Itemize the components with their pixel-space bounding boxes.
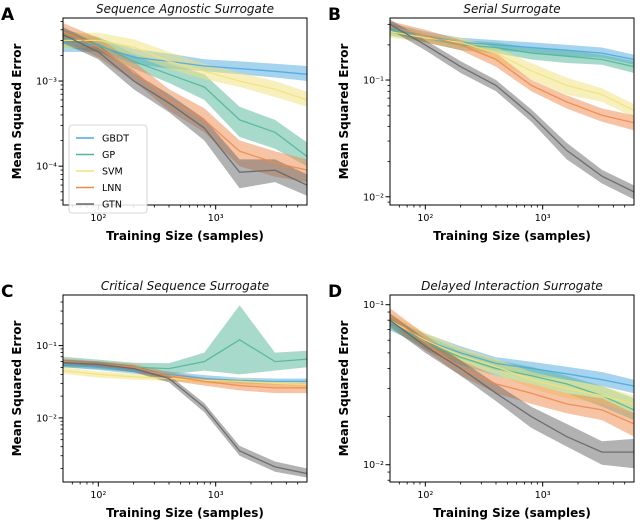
axes-frame (62, 17, 308, 206)
legend-label-gp: GP (102, 150, 115, 161)
panel-letter: D (328, 282, 342, 302)
legend-label-lnn: LNN (102, 183, 122, 194)
panel-title: Serial Surrogate (463, 2, 560, 16)
line-gp (63, 37, 307, 158)
x-tick-label: 10³ (208, 213, 224, 224)
panel-b: 10² 10³ 10⁻¹ 10⁻² Serial Surrogate Training S… (328, 2, 635, 243)
panel-letter: A (1, 5, 15, 25)
panel-a: 10² 10³ 10⁻³ 10⁻⁴ Sequence Agnostic Surrogat… (1, 2, 308, 243)
x-axis-label: Training Size (samples) (106, 229, 264, 243)
legend-box (68, 124, 148, 214)
band-gp (390, 24, 634, 73)
band-svm (390, 26, 634, 118)
panel-letter: C (1, 282, 13, 302)
y-tick-label: 10⁻⁴ (36, 162, 57, 173)
line-svm (390, 30, 634, 111)
line-gtn (63, 362, 307, 475)
y-axis-label: Mean Squared Error (337, 44, 351, 180)
y-axis-label: Mean Squared Error (10, 321, 24, 457)
panel-letter: B (328, 5, 341, 25)
band-lnn (390, 21, 634, 131)
panel-c: 10² 10³ 10⁻¹ 10⁻² Critical Sequence Surrogat… (1, 279, 308, 520)
band-gtn (63, 27, 307, 196)
panel-d: 10² 10³ 10⁻¹ 10⁻² Delayed Interaction Surrog… (328, 279, 635, 520)
x-tick-label: 10² (90, 490, 106, 501)
line-gp (390, 321, 634, 411)
plot-area (390, 19, 634, 200)
y-tick-label: 10⁻¹ (363, 76, 384, 87)
x-axis-label: Training Size (samples) (433, 229, 591, 243)
line-svm (63, 39, 307, 101)
y-tick-label: 10⁻² (36, 413, 57, 424)
x-tick-label: 10² (417, 490, 433, 501)
x-tick-label: 10³ (208, 490, 224, 501)
legend-label-gtn: GTN (102, 200, 122, 211)
line-svm (63, 369, 307, 386)
x-axis-label: Training Size (samples) (433, 506, 591, 520)
band-lnn (63, 23, 307, 183)
line-gbdt (63, 363, 307, 383)
panel-title: Sequence Agnostic Surrogate (96, 2, 274, 16)
line-lnn (390, 315, 634, 425)
y-tick-label: 10⁻¹ (363, 300, 384, 311)
panel-title: Critical Sequence Surrogate (101, 279, 269, 293)
y-tick-label: 10⁻² (363, 460, 384, 471)
plot-area (63, 23, 307, 196)
legend-label-gbdt: GBDT (102, 134, 129, 145)
legend: GBDT GP SVM LNN GTN (68, 124, 148, 214)
y-axis-label: Mean Squared Error (10, 44, 24, 180)
x-tick-label: 10³ (535, 490, 551, 501)
plot-area (63, 305, 307, 478)
band-svm (390, 312, 634, 414)
line-gtn (390, 23, 634, 193)
legend-label-svm: SVM (102, 167, 123, 178)
band-gtn (390, 313, 634, 469)
x-axis-label: Training Size (samples) (106, 506, 264, 520)
panel-title: Delayed Interaction Surrogate (421, 279, 603, 293)
axes-frame (62, 294, 308, 483)
x-tick-label: 10² (417, 213, 433, 224)
plot-area (390, 308, 634, 469)
axes-frame (389, 17, 635, 206)
line-svm (390, 319, 634, 405)
y-tick-label: 10⁻³ (36, 77, 57, 88)
x-tick-label: 10² (90, 213, 106, 224)
band-gp (63, 305, 307, 375)
line-gtn (63, 34, 307, 186)
x-tick-label: 10³ (535, 213, 551, 224)
line-lnn (63, 31, 307, 171)
band-svm (63, 32, 307, 107)
y-tick-label: 10⁻² (363, 192, 384, 203)
y-axis-label: Mean Squared Error (337, 321, 351, 457)
band-gtn (63, 359, 307, 478)
y-tick-label: 10⁻¹ (36, 341, 57, 352)
line-lnn (390, 25, 634, 124)
line-gtn (390, 319, 634, 453)
